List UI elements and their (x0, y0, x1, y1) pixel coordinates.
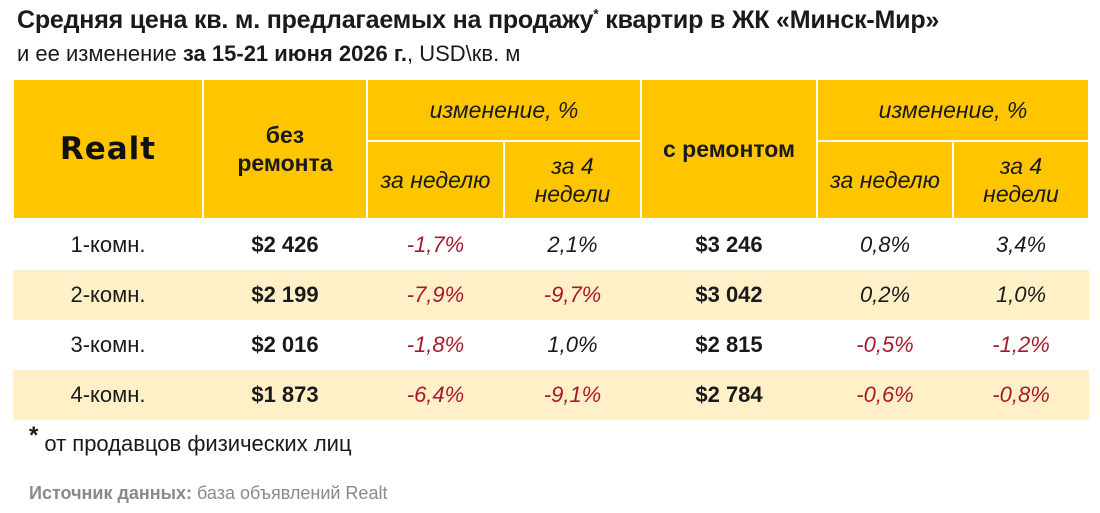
subtitle-suffix: , USD\кв. м (406, 41, 521, 66)
data-source-label: Источник данных: (29, 483, 193, 503)
reno-4w-cell: 1,0% (953, 270, 1090, 320)
chart-title-main: Средняя цена кв. м. предлагаемых на прод… (17, 6, 594, 34)
reno-week-cell: 0,8% (859, 232, 911, 257)
header-change-plain: изменение, % (365, 78, 643, 142)
plain-week-cell: -7,9% (367, 270, 504, 320)
rooms-cell: 4-комн. (13, 370, 203, 420)
plain-4w-cell: -9,7% (504, 270, 642, 320)
footnote-star: * (29, 422, 39, 449)
table-row: 3-комн. $2 016 -1,8% 1,0% $2 815 -0,5% -… (13, 320, 1089, 370)
header-plain-week-label: за неделю (380, 167, 491, 193)
table-row: 1-комн. $2 426 -1,7% 2,1% $3 246 0,8% 3,… (13, 219, 1089, 270)
header-no-renovation-label: без ремонта (237, 122, 333, 176)
price-plain-cell: $2 199 (203, 270, 367, 320)
plain-4w-cell: 2,1% (547, 232, 598, 257)
plain-4w-cell: 1,0% (547, 332, 598, 357)
price-reno-cell: $3 042 (641, 270, 818, 320)
subtitle-prefix: и ее изменение (17, 41, 183, 66)
header-with-renovation: с ремонтом (640, 78, 819, 220)
header-no-renovation: без ремонта (202, 78, 368, 220)
plain-4w-cell: -9,1% (504, 370, 642, 420)
header-reno-4w-label: за 4 недели (983, 153, 1059, 207)
reno-week-cell: -0,5% (856, 332, 914, 357)
price-reno-cell: $2 815 (695, 332, 763, 357)
rooms-cell: 2-комн. (13, 270, 203, 320)
plain-week-cell: -6,4% (367, 370, 504, 420)
header-change-plain-label: изменение, % (429, 97, 579, 123)
table-row: 2-комн. $2 199 -7,9% -9,7% $3 042 0,2% 1… (13, 270, 1090, 320)
rooms-cell: 1-комн. (70, 232, 146, 257)
rooms-cell: 3-комн. (70, 332, 146, 357)
table-row: 4-комн. $1 873 -6,4% -9,1% $2 784 -0,6% … (13, 370, 1090, 420)
plain-week-cell: -1,7% (406, 232, 465, 257)
reno-4w-cell: -0,8% (953, 370, 1090, 420)
chart-title: Средняя цена кв. м. предлагаемых на прод… (17, 6, 939, 35)
plain-week-cell: -1,8% (406, 332, 465, 357)
price-reno-cell: $3 246 (695, 232, 763, 257)
reno-week-cell: 0,2% (817, 270, 954, 320)
data-source: Источник данных: база объявлений Realt (29, 483, 387, 504)
chart-title-tail: квартир в ЖК «Минск-Мир» (598, 6, 940, 34)
reno-4w-cell: 3,4% (995, 232, 1047, 257)
data-source-text: база объявлений Realt (192, 483, 388, 503)
subtitle-period: за 15-21 июня 2026 г. (182, 41, 407, 66)
header-reno-week: за неделю (816, 140, 955, 220)
header-with-renovation-label: с ремонтом (662, 136, 796, 162)
price-plain-cell: $2 016 (251, 332, 319, 357)
price-table: Realt без ремонта изменение, % с ремонто… (12, 78, 1091, 420)
header-plain-week: за неделю (366, 140, 505, 220)
footnote: * от продавцов физических лиц (29, 422, 352, 458)
reno-4w-cell: -1,2% (992, 332, 1050, 357)
footnote-text: от продавцов физических лиц (44, 431, 352, 456)
price-plain-cell: $2 426 (251, 232, 319, 257)
header-plain-4w: за 4 недели (502, 140, 643, 220)
header-change-reno: изменение, % (816, 78, 1091, 142)
header-plain-4w-label: за 4 недели (534, 153, 611, 207)
header-reno-week-label: за неделю (830, 167, 940, 193)
header-reno-4w: за 4 недели (952, 140, 1091, 220)
price-reno-cell: $2 784 (641, 370, 818, 420)
realt-logo: Realt (12, 78, 204, 220)
reno-week-cell: -0,6% (817, 370, 954, 420)
chart-subtitle: и ее изменение за 15-21 июня 2026 г., US… (17, 41, 520, 67)
header-change-reno-label: изменение, % (878, 97, 1028, 123)
realt-logo-text: Realt (59, 131, 157, 167)
price-plain-cell: $1 873 (203, 370, 367, 420)
title-footnote-star: * (593, 5, 599, 22)
